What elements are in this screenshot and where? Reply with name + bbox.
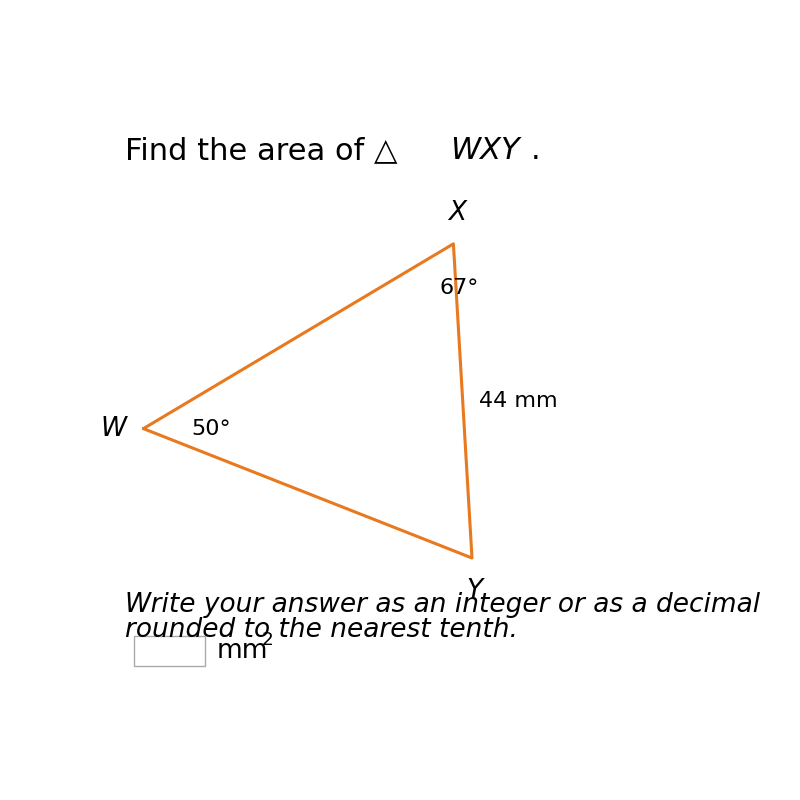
Text: 67°: 67° (440, 278, 479, 298)
Text: Y: Y (466, 578, 482, 604)
Text: 44 mm: 44 mm (479, 391, 558, 411)
Text: Write your answer as an integer or as a decimal: Write your answer as an integer or as a … (125, 592, 760, 618)
Text: rounded to the nearest tenth.: rounded to the nearest tenth. (125, 617, 518, 642)
Text: Find the area of △: Find the area of △ (125, 136, 398, 165)
Text: 50°: 50° (191, 418, 230, 438)
Text: WXY: WXY (450, 136, 520, 165)
Text: X: X (449, 200, 466, 226)
Text: W: W (101, 416, 127, 442)
Text: mm: mm (217, 638, 268, 664)
Text: 2: 2 (262, 631, 273, 649)
Text: .: . (531, 136, 541, 165)
FancyBboxPatch shape (134, 636, 206, 666)
